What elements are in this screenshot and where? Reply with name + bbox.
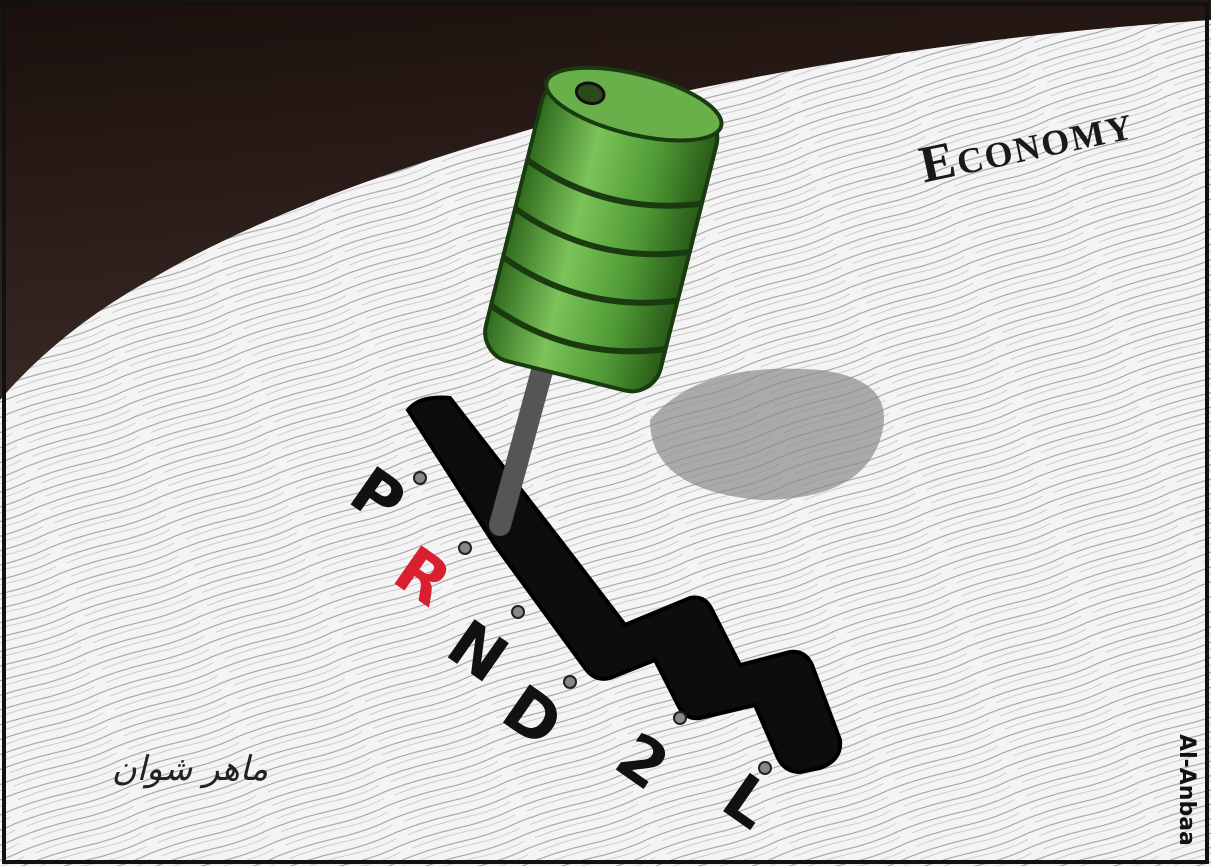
- gear-dot: [512, 606, 524, 618]
- gear-dot: [564, 676, 576, 688]
- gear-dot: [674, 712, 686, 724]
- signature: ماهر شوان: [112, 749, 269, 789]
- cartoon: Economy ماهر شوان Al-Anbaa PRND2L: [0, 0, 1211, 866]
- credit: Al-Anbaa: [1174, 734, 1199, 846]
- gear-dot: [459, 542, 471, 554]
